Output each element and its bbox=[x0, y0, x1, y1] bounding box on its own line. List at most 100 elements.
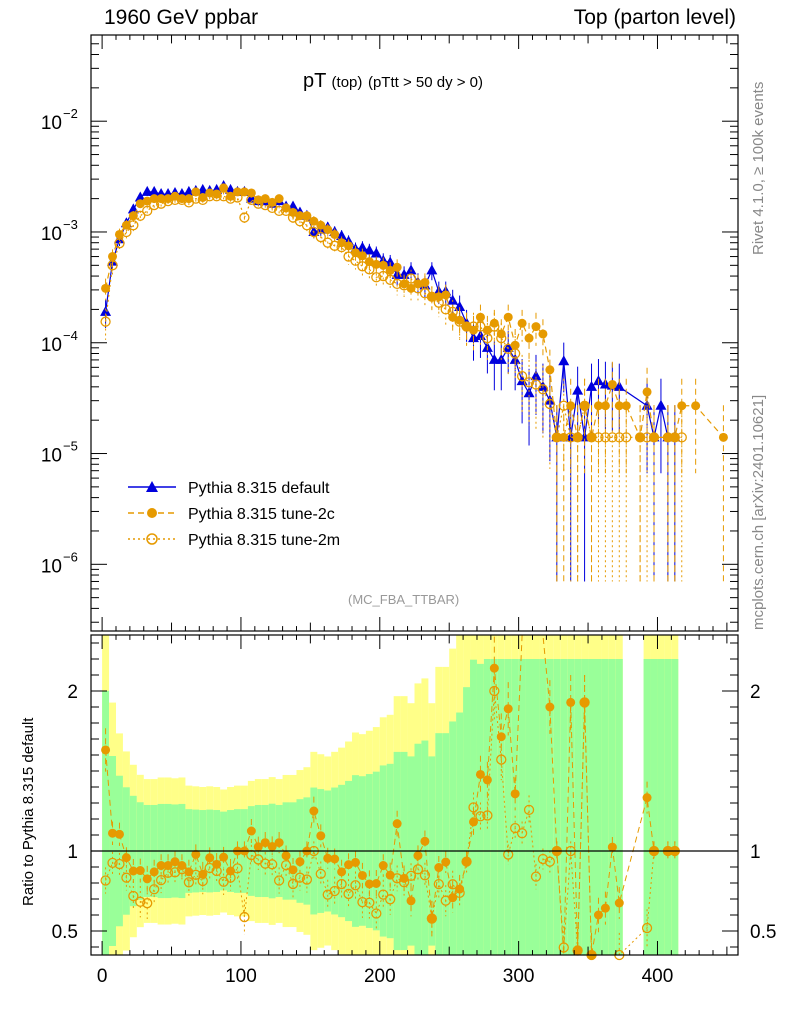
ratio-point-tune-2m bbox=[232, 863, 243, 874]
ratio-point-tune-2m bbox=[496, 754, 507, 765]
ratio-point-tune-2m bbox=[183, 877, 195, 888]
ratio-point-tune-2c bbox=[142, 874, 152, 884]
point-tune-2m bbox=[662, 432, 674, 443]
ratio-uncertainty-band bbox=[102, 635, 679, 955]
point-default bbox=[586, 380, 598, 391]
point-default bbox=[558, 355, 570, 366]
point-tune-2c bbox=[545, 365, 555, 375]
series-line-default bbox=[104, 185, 675, 438]
ratio-point-tune-2m bbox=[357, 896, 368, 908]
point-tune-2c bbox=[448, 312, 458, 322]
band-inner-bin bbox=[504, 659, 512, 955]
ratio-point-tune-2m bbox=[537, 853, 549, 865]
point-default bbox=[454, 301, 466, 312]
ratio-point-tune-2c bbox=[156, 861, 166, 871]
ratio-point-tune-2m bbox=[516, 828, 528, 839]
point-default bbox=[356, 241, 368, 252]
ratio-point-tune-2c bbox=[219, 852, 229, 862]
band-inner-bin bbox=[539, 659, 547, 955]
ratio-point-tune-2c bbox=[246, 826, 256, 836]
point-tune-2m bbox=[676, 432, 687, 443]
point-tune-2m bbox=[669, 432, 680, 443]
point-tune-2c bbox=[580, 401, 590, 411]
ratio-point-tune-2c bbox=[295, 857, 305, 867]
title-main: pT bbox=[303, 70, 326, 92]
title-sub1: (top) bbox=[331, 74, 363, 91]
ratio-point-tune-2m bbox=[287, 878, 299, 890]
legend-label-tune-2m: Pythia 8.315 tune-2m bbox=[188, 532, 340, 549]
band-inner-bin bbox=[449, 721, 457, 955]
point-default bbox=[613, 380, 625, 391]
point-default bbox=[523, 387, 535, 398]
ratio-point-tune-2m bbox=[579, 697, 590, 708]
point-tune-2m bbox=[565, 432, 576, 443]
band-inner-bin bbox=[102, 690, 110, 955]
header-right: Top (parton level) bbox=[573, 6, 736, 29]
y-tick-label-ratio-left: 2 bbox=[67, 682, 78, 703]
y-tick-label-ratio-left: 0.5 bbox=[52, 922, 78, 943]
ratio-point-tune-2c bbox=[191, 849, 201, 859]
ratio-point-tune-2m bbox=[482, 810, 493, 821]
ratio-point-tune-2c bbox=[357, 870, 367, 880]
point-tune-2c bbox=[274, 194, 284, 204]
point-tune-2m bbox=[371, 272, 382, 283]
ratio-point-tune-2c bbox=[482, 775, 492, 785]
ratio-y-axis-label: Ratio to Pythia 8.315 default bbox=[20, 717, 37, 906]
point-tune-2m bbox=[405, 273, 417, 284]
point-tune-2c bbox=[649, 432, 659, 442]
legend-label-tune-2c: Pythia 8.315 tune-2c bbox=[188, 506, 335, 523]
y-tick-label-main: 10 bbox=[41, 556, 62, 577]
band-inner-bin bbox=[560, 659, 568, 955]
point-tune-2c bbox=[316, 220, 326, 230]
band-inner-bin bbox=[601, 659, 609, 955]
point-tune-2m bbox=[614, 432, 625, 443]
point-tune-2c bbox=[517, 318, 527, 328]
y-tick-label-exponent: −6 bbox=[63, 549, 78, 564]
y-tick-label-ratio-left: 1 bbox=[67, 842, 78, 863]
legend-label-default: Pythia 8.315 default bbox=[188, 480, 330, 497]
point-tune-2m bbox=[280, 205, 292, 217]
point-tune-2m bbox=[204, 191, 215, 202]
point-tune-2c bbox=[670, 432, 680, 442]
legend: Pythia 8.315 default Pythia 8.315 tune-2… bbox=[128, 480, 340, 549]
point-default bbox=[655, 399, 667, 410]
point-tune-2c bbox=[219, 183, 229, 193]
ratio-point-tune-2m bbox=[343, 888, 354, 900]
point-tune-2m bbox=[329, 240, 340, 251]
point-tune-2c bbox=[232, 187, 242, 197]
ratio-point-tune-2m bbox=[273, 875, 285, 886]
band-inner-bin bbox=[532, 659, 540, 955]
band-inner-bin bbox=[615, 659, 623, 955]
point-tune-2m bbox=[135, 210, 146, 221]
analysis-label: (MC_FBA_TTBAR) bbox=[348, 592, 460, 607]
point-tune-2m bbox=[537, 384, 549, 395]
ratio-point-tune-2m bbox=[142, 898, 153, 909]
axis-ticks bbox=[91, 34, 738, 955]
ratio-point-tune-2m bbox=[558, 942, 569, 953]
point-tune-2m bbox=[593, 432, 604, 443]
point-tune-2c bbox=[559, 432, 569, 442]
ratio-point-tune-2c bbox=[274, 838, 284, 848]
point-tune-2m bbox=[253, 198, 264, 209]
legend-marker-tune-2c bbox=[147, 508, 157, 518]
ratio-point-tune-2c bbox=[350, 857, 360, 867]
ratio-point-tune-2c bbox=[496, 732, 506, 742]
x-tick-label: 200 bbox=[364, 966, 396, 987]
point-tune-2c bbox=[302, 211, 312, 221]
ratio-point-tune-2m bbox=[162, 867, 174, 878]
ratio-point-tune-2c bbox=[288, 865, 298, 875]
point-tune-2m bbox=[544, 398, 556, 410]
point-tune-2m bbox=[641, 432, 653, 443]
point-default bbox=[148, 185, 160, 196]
header-left: 1960 GeV ppbar bbox=[104, 6, 259, 29]
ratio-point-tune-2m bbox=[197, 875, 208, 887]
point-tune-2m bbox=[447, 306, 458, 318]
point-tune-2m bbox=[398, 280, 410, 291]
point-tune-2m bbox=[162, 195, 174, 207]
point-default bbox=[134, 191, 146, 202]
band-inner-bin bbox=[546, 659, 554, 955]
point-tune-2m bbox=[260, 199, 271, 211]
ratio-point-tune-2c bbox=[253, 842, 263, 852]
